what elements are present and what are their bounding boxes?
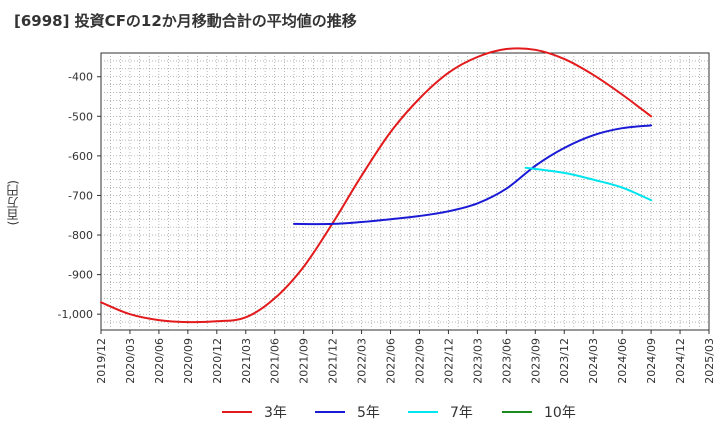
x-tick-label: 2025/03 — [703, 338, 716, 384]
y-tick-label: -1,000 — [58, 308, 93, 321]
y-tick-label: -400 — [68, 71, 93, 84]
x-tick-label: 2020/09 — [182, 338, 195, 384]
legend-label: 5年 — [357, 405, 380, 421]
x-tick-label: 2022/06 — [385, 338, 398, 384]
x-tick-label: 2024/12 — [674, 338, 687, 384]
series-line-1 — [100, 47, 653, 324]
y-tick-label: -600 — [68, 150, 93, 163]
x-tick-label: 2023/09 — [529, 338, 542, 384]
x-tick-label: 2022/09 — [413, 338, 426, 384]
series-line-3 — [524, 166, 653, 202]
x-tick-label: 2022/03 — [356, 338, 369, 384]
legend-label: 3年 — [264, 405, 287, 421]
x-tick-label: 2023/06 — [500, 338, 513, 384]
plot-area — [100, 52, 710, 331]
y-tick-label: -900 — [68, 269, 93, 282]
y-tick-label: -500 — [68, 110, 93, 123]
x-tick-label: 2023/03 — [471, 338, 484, 384]
x-tick-label: 2019/12 — [95, 338, 108, 384]
x-tick-label: 2020/03 — [124, 338, 137, 384]
x-tick-label: 2020/06 — [153, 338, 166, 384]
x-tick-label: 2022/12 — [442, 338, 455, 384]
x-axis-ticks: 2019/12 2020/03 2020/06 2020/09 2020/12 2021/… — [95, 330, 716, 384]
x-tick-label: 2021/12 — [327, 338, 340, 384]
y-axis-ticks: -400 -500 -600 -700 -800 -900 -1,000 — [58, 71, 101, 321]
x-tick-label: 2023/12 — [558, 338, 571, 384]
y-tick-label: -800 — [68, 229, 93, 242]
x-tick-label: 2021/06 — [269, 338, 282, 384]
series-line-2 — [293, 124, 653, 226]
legend-label: 7年 — [450, 405, 473, 421]
series-lines — [100, 47, 653, 324]
x-tick-label: 2024/03 — [587, 338, 600, 384]
chart-title: [6998] 投資CFの12か月移動合計の平均値の推移 — [14, 12, 357, 30]
legend: 3年 5年 7年 10年 — [222, 405, 576, 421]
y-tick-label: -700 — [68, 189, 93, 202]
x-tick-label: 2024/09 — [645, 338, 658, 384]
x-tick-label: 2021/03 — [240, 338, 253, 384]
x-tick-label: 2020/12 — [211, 338, 224, 384]
legend-label: 10年 — [544, 405, 576, 421]
x-tick-label: 2021/09 — [298, 338, 311, 384]
x-tick-label: 2024/06 — [616, 338, 629, 384]
grid-lines — [101, 53, 709, 330]
